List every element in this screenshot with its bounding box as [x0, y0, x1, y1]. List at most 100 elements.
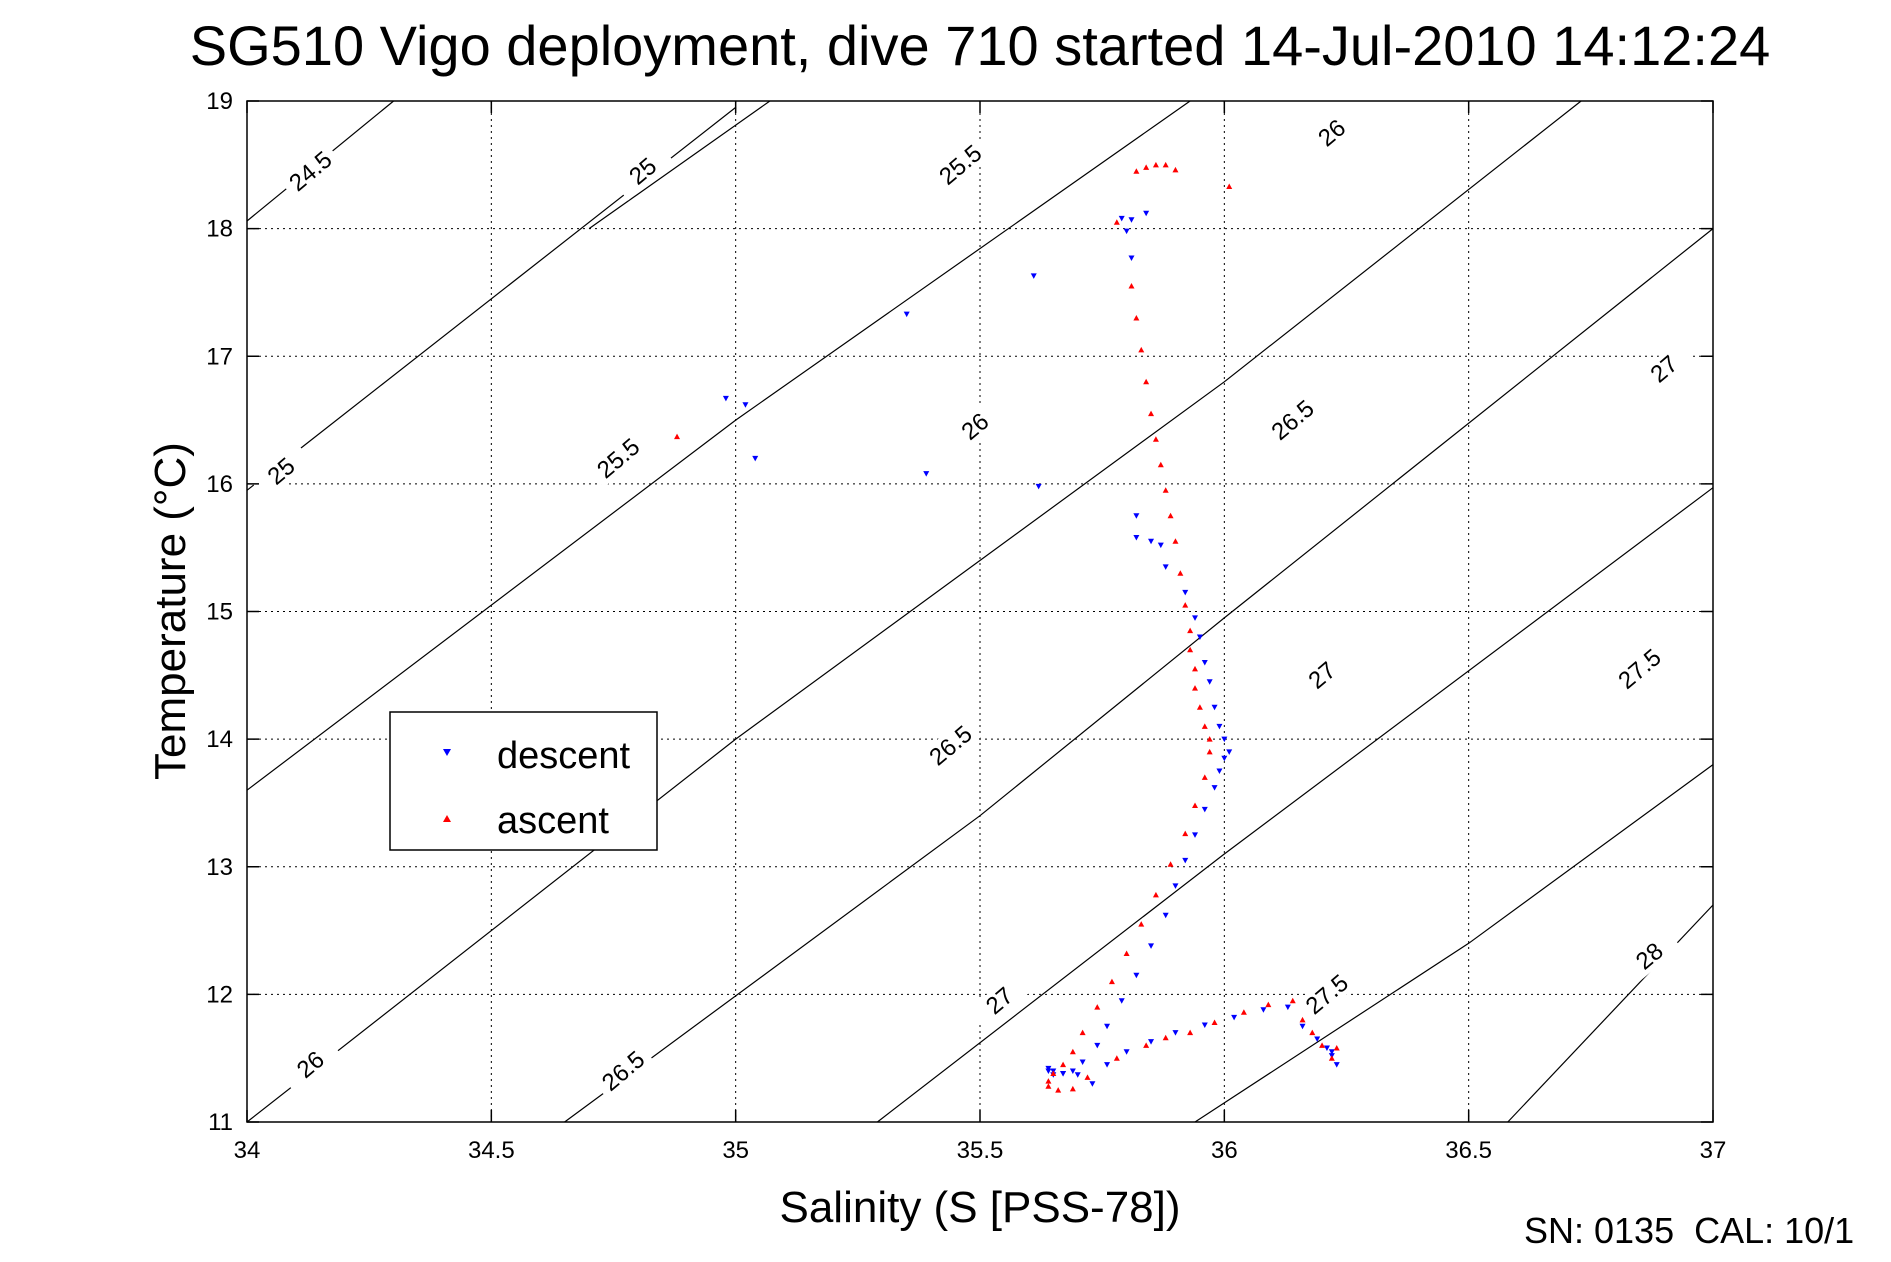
ascent-point	[674, 433, 681, 440]
y-tick-label: 13	[206, 854, 233, 881]
ascent-point	[1177, 570, 1184, 576]
descent-point	[1221, 736, 1228, 743]
ascent-point	[1172, 538, 1179, 544]
contour-line-25	[588, 100, 771, 230]
ascent-point	[1167, 861, 1174, 867]
legend-box	[389, 711, 658, 851]
ascent-point	[1162, 161, 1169, 168]
y-tick-label: 17	[206, 343, 233, 370]
contour-label-bg	[1295, 965, 1359, 1024]
ascent-point	[1079, 1029, 1086, 1036]
ascent-point	[1182, 602, 1189, 608]
ascent-point	[1172, 166, 1179, 173]
contour-label-bg	[1618, 926, 1681, 986]
descent-point	[1192, 832, 1199, 838]
x-tick-label: 36	[1211, 1137, 1238, 1164]
contour-label-bg	[943, 397, 1007, 456]
contour-label-bg	[591, 1041, 655, 1101]
ascent-point	[1045, 1078, 1052, 1084]
descent-point	[1299, 1023, 1306, 1030]
contour-label-bg	[1608, 639, 1672, 699]
ascent-point	[1113, 219, 1120, 225]
ascent-point	[1143, 378, 1150, 385]
contour-label-bg	[1261, 390, 1325, 450]
ascent-point	[1309, 1029, 1316, 1036]
data-points	[674, 161, 1340, 1093]
ascent-point	[1094, 1004, 1101, 1010]
descent-point	[1201, 806, 1208, 813]
descent-point	[1192, 615, 1199, 621]
ascent-point	[1060, 1061, 1067, 1068]
ascent-point	[1206, 736, 1213, 742]
contour-line-25.5	[246, 100, 1191, 791]
y-tick-label: 19	[206, 88, 233, 115]
descent-point	[1231, 1014, 1238, 1021]
descent-point	[1030, 273, 1037, 279]
descent-point	[1123, 228, 1130, 235]
contour-label-bg	[919, 716, 983, 775]
descent-point	[752, 455, 759, 462]
ascent-point	[1162, 487, 1169, 493]
x-tick-label: 35	[722, 1137, 749, 1164]
descent-point	[1104, 1062, 1111, 1068]
descent-point	[1148, 538, 1155, 545]
descent-point	[1201, 660, 1208, 666]
ascent-point	[1152, 436, 1159, 442]
contour-label-bg	[279, 141, 342, 201]
x-axis-label: Salinity (S [PSS-78])	[779, 1183, 1180, 1232]
contour-line-28	[1507, 904, 1714, 1123]
ascent-point	[1108, 978, 1115, 985]
x-tick-label: 34	[234, 1137, 261, 1164]
ascent-point	[1148, 410, 1155, 417]
contour-label-bg	[968, 971, 1031, 1030]
ascent-point	[1265, 1001, 1272, 1008]
descent-point	[1182, 857, 1189, 864]
y-tick-label: 11	[208, 1109, 233, 1136]
ascent-point	[1289, 997, 1296, 1004]
ascent-point	[1123, 950, 1130, 957]
ascent-point	[1045, 1083, 1052, 1089]
y-tick-label: 16	[206, 471, 233, 498]
density-contours	[246, 100, 1714, 1123]
ascent-point	[1069, 1048, 1076, 1055]
ascent-point	[1328, 1055, 1335, 1061]
descent-point	[1118, 215, 1125, 222]
x-tick-label: 35.5	[957, 1137, 1004, 1164]
ascent-point	[1333, 1044, 1340, 1051]
descent-point	[1260, 1007, 1267, 1013]
descent-point	[903, 311, 910, 318]
descent-point	[1162, 912, 1169, 919]
ascent-point	[1182, 830, 1189, 837]
descent-point	[1133, 513, 1140, 519]
ascent-point	[1192, 802, 1199, 808]
serial-calibration-footer: SN: 0135 CAL: 10/1	[1524, 1210, 1855, 1251]
y-tick-label: 15	[206, 599, 233, 626]
chart-title: SG510 Vigo deployment, dive 710 started …	[190, 14, 1771, 77]
descent-point	[1128, 217, 1135, 223]
descent-point	[1216, 768, 1223, 775]
descent-point	[1333, 1062, 1340, 1068]
descent-point	[1035, 483, 1042, 490]
ascent-point	[1192, 665, 1199, 672]
ascent-point	[1050, 1070, 1057, 1077]
y-axis-label: Temperature (°C)	[146, 442, 195, 780]
legend: descent ascent	[389, 711, 658, 851]
ascent-point	[1201, 774, 1208, 780]
descent-point	[1221, 755, 1228, 762]
ascent-point	[1152, 891, 1159, 898]
descent-point	[1196, 634, 1203, 641]
x-tick-label: 34.5	[468, 1137, 515, 1164]
contour-label-bg	[1290, 646, 1354, 705]
ascent-point	[1133, 168, 1140, 174]
descent-point	[1133, 534, 1140, 541]
descent-point	[1314, 1036, 1321, 1043]
ascent-point	[1133, 314, 1140, 321]
contour-label-bg	[279, 1035, 342, 1094]
ascent-point	[1113, 1055, 1120, 1061]
descent-point	[1128, 255, 1135, 261]
ascent-point	[1187, 646, 1194, 653]
x-tick-label: 37	[1700, 1137, 1727, 1164]
contour-label-bg	[1300, 103, 1364, 163]
descent-point	[1157, 542, 1164, 549]
